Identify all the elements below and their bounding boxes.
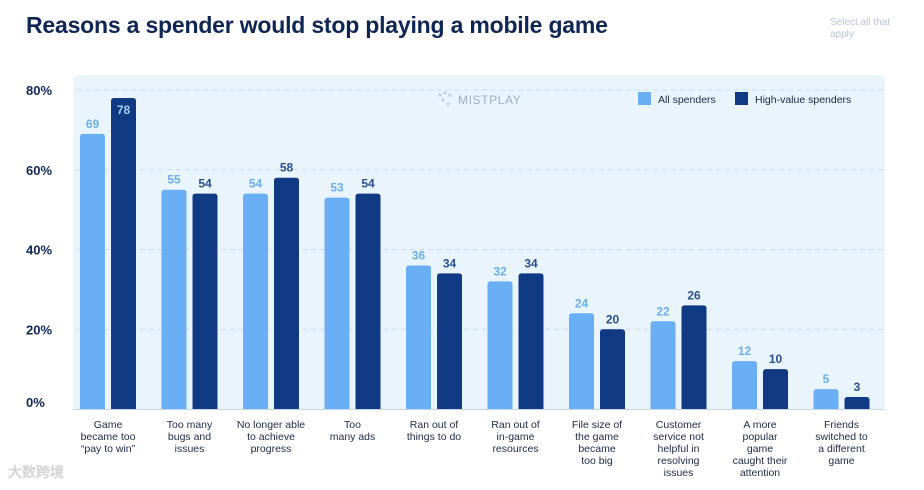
legend-high-value-spenders-swatch: [735, 92, 748, 105]
bar-all-spenders: [650, 321, 676, 409]
category-label: Ran out of things to do: [407, 419, 461, 443]
data-label: 34: [524, 256, 538, 270]
data-label: 10: [769, 352, 783, 366]
category-label: No longer able to achieve progress: [237, 419, 305, 455]
chart-title: Reasons a spender would stop playing a m…: [26, 12, 608, 38]
bar-all-spenders: [569, 313, 594, 409]
data-label: 3: [854, 380, 861, 394]
category-label: Customer service not helpful in resolving is…: [653, 419, 704, 479]
y-tick-label: 40%: [26, 243, 52, 258]
bar-high-value: [763, 369, 788, 409]
bar-high-value: [518, 273, 544, 409]
category-label: Friends switched to a different game: [815, 419, 868, 467]
bar-high-value: [844, 397, 870, 409]
bar-high-value: [600, 329, 625, 409]
bar-high-value: [681, 305, 707, 409]
bar-all-spenders: [813, 389, 839, 409]
legend-all-spenders-label: All spenders: [658, 94, 716, 106]
y-tick-label: 80%: [26, 83, 52, 98]
data-label: 54: [361, 177, 375, 191]
data-label: 12: [738, 344, 752, 358]
category-label: Too many bugs and issues: [167, 419, 213, 455]
legend-high-value-spenders-label: High-value spenders: [755, 94, 851, 106]
data-label: 53: [330, 181, 344, 195]
legend-all-spenders-swatch: [638, 92, 651, 105]
data-label: 55: [167, 173, 181, 187]
data-label: 5: [823, 372, 830, 386]
bar-high-value: [437, 273, 462, 409]
category-label: Ran out of in-game resources: [491, 419, 540, 455]
y-tick-label: 0%: [26, 395, 45, 410]
mistplay-logo-icon: [438, 91, 452, 106]
data-label: 58: [280, 161, 294, 175]
data-label: 20: [606, 312, 620, 326]
data-label: 24: [575, 296, 589, 310]
mistplay-watermark: MISTPLAY: [438, 91, 521, 107]
bar-all-spenders: [732, 361, 757, 409]
bar-high-value: [355, 193, 381, 409]
category-label: Game became too “pay to win”: [81, 419, 136, 455]
data-label: 69: [86, 117, 100, 131]
select-all-note: Select all that apply: [830, 17, 891, 40]
y-tick-label: 60%: [26, 163, 52, 178]
bar-all-spenders: [487, 281, 513, 409]
data-label: 26: [687, 288, 701, 302]
data-label: 54: [249, 177, 263, 191]
bar-high-value: [192, 193, 218, 409]
category-label: A more popular game caught their attention: [733, 419, 788, 479]
data-label: 78: [117, 103, 131, 117]
bar-all-spenders: [243, 193, 268, 409]
watermark-text: MISTPLAY: [458, 93, 521, 107]
data-label: 54: [198, 177, 212, 191]
legend: All spenders High-value spenders: [638, 92, 851, 106]
source-watermark: 大数跨境: [8, 464, 64, 480]
category-label: File size of the game became too big: [572, 419, 622, 467]
bar-high-value: [274, 177, 299, 409]
bar-all-spenders: [324, 197, 350, 409]
bar-all-spenders: [406, 265, 431, 409]
category-label: Too many ads: [330, 419, 376, 443]
bar-all-spenders: [80, 133, 105, 410]
data-label: 32: [493, 264, 507, 278]
y-tick-label: 20%: [26, 322, 52, 337]
bar-all-spenders: [161, 189, 187, 409]
data-label: 36: [412, 248, 426, 262]
data-label: 22: [656, 304, 670, 318]
bar-high-value: [111, 97, 136, 409]
data-label: 34: [443, 256, 457, 270]
